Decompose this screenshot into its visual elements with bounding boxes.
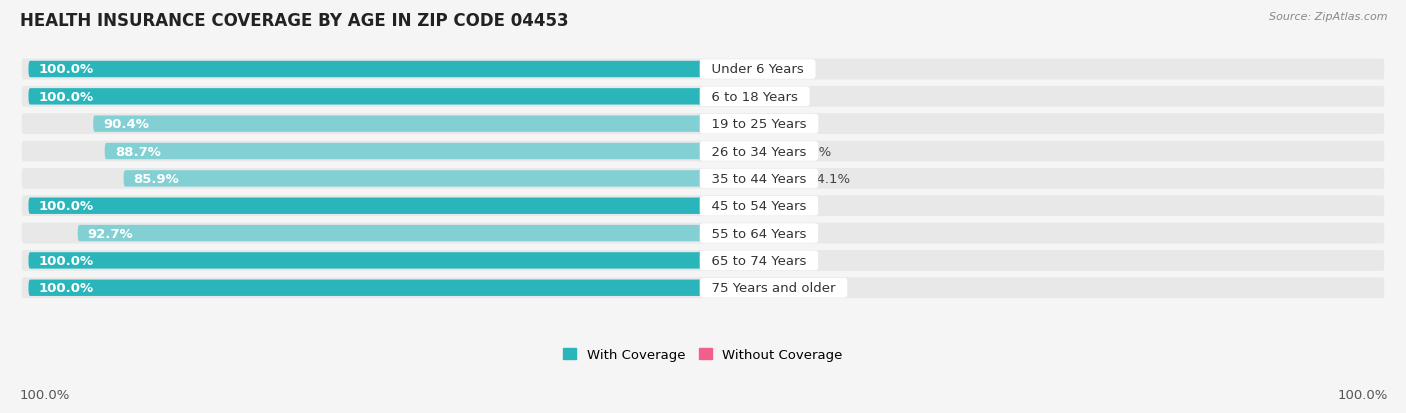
FancyBboxPatch shape <box>703 143 779 160</box>
FancyBboxPatch shape <box>703 280 737 296</box>
Text: 14.1%: 14.1% <box>808 173 851 185</box>
FancyBboxPatch shape <box>21 141 1385 162</box>
FancyBboxPatch shape <box>703 198 737 214</box>
Text: 0.0%: 0.0% <box>747 282 780 294</box>
FancyBboxPatch shape <box>28 62 703 78</box>
FancyBboxPatch shape <box>703 225 752 242</box>
Text: 0.0%: 0.0% <box>747 254 780 267</box>
Text: 90.4%: 90.4% <box>104 118 149 131</box>
FancyBboxPatch shape <box>21 59 1385 80</box>
Text: 6 to 18 Years: 6 to 18 Years <box>703 90 807 104</box>
Text: 55 to 64 Years: 55 to 64 Years <box>703 227 815 240</box>
FancyBboxPatch shape <box>703 89 737 105</box>
FancyBboxPatch shape <box>703 116 768 133</box>
FancyBboxPatch shape <box>21 223 1385 244</box>
FancyBboxPatch shape <box>21 87 1385 107</box>
Text: 0.0%: 0.0% <box>747 90 780 104</box>
Text: 0.0%: 0.0% <box>747 200 780 213</box>
FancyBboxPatch shape <box>703 253 737 269</box>
Text: 100.0%: 100.0% <box>20 388 70 401</box>
FancyBboxPatch shape <box>21 250 1385 271</box>
FancyBboxPatch shape <box>28 253 703 269</box>
Text: 75 Years and older: 75 Years and older <box>703 282 844 294</box>
Text: 35 to 44 Years: 35 to 44 Years <box>703 173 815 185</box>
FancyBboxPatch shape <box>28 198 703 214</box>
FancyBboxPatch shape <box>21 169 1385 189</box>
FancyBboxPatch shape <box>21 278 1385 299</box>
FancyBboxPatch shape <box>124 171 703 187</box>
Text: 85.9%: 85.9% <box>134 173 180 185</box>
Text: 100.0%: 100.0% <box>38 200 94 213</box>
FancyBboxPatch shape <box>93 116 703 133</box>
Text: 100.0%: 100.0% <box>38 254 94 267</box>
Text: 11.3%: 11.3% <box>789 145 831 158</box>
FancyBboxPatch shape <box>703 62 737 78</box>
Text: Under 6 Years: Under 6 Years <box>703 63 813 76</box>
FancyBboxPatch shape <box>104 143 703 160</box>
Text: 0.0%: 0.0% <box>747 63 780 76</box>
Text: 92.7%: 92.7% <box>87 227 134 240</box>
Text: 100.0%: 100.0% <box>38 63 94 76</box>
Text: 9.6%: 9.6% <box>778 118 811 131</box>
Text: 26 to 34 Years: 26 to 34 Years <box>703 145 815 158</box>
FancyBboxPatch shape <box>21 114 1385 135</box>
Text: 88.7%: 88.7% <box>115 145 160 158</box>
FancyBboxPatch shape <box>77 225 703 242</box>
Text: 65 to 74 Years: 65 to 74 Years <box>703 254 815 267</box>
Text: HEALTH INSURANCE COVERAGE BY AGE IN ZIP CODE 04453: HEALTH INSURANCE COVERAGE BY AGE IN ZIP … <box>20 12 568 30</box>
Text: Source: ZipAtlas.com: Source: ZipAtlas.com <box>1270 12 1388 22</box>
Text: 45 to 54 Years: 45 to 54 Years <box>703 200 815 213</box>
Text: 7.3%: 7.3% <box>762 227 796 240</box>
FancyBboxPatch shape <box>703 171 799 187</box>
Text: 100.0%: 100.0% <box>38 282 94 294</box>
Text: 100.0%: 100.0% <box>38 90 94 104</box>
FancyBboxPatch shape <box>21 196 1385 216</box>
Legend: With Coverage, Without Coverage: With Coverage, Without Coverage <box>564 348 842 361</box>
FancyBboxPatch shape <box>28 280 703 296</box>
FancyBboxPatch shape <box>28 89 703 105</box>
Text: 100.0%: 100.0% <box>1337 388 1388 401</box>
Text: 19 to 25 Years: 19 to 25 Years <box>703 118 815 131</box>
